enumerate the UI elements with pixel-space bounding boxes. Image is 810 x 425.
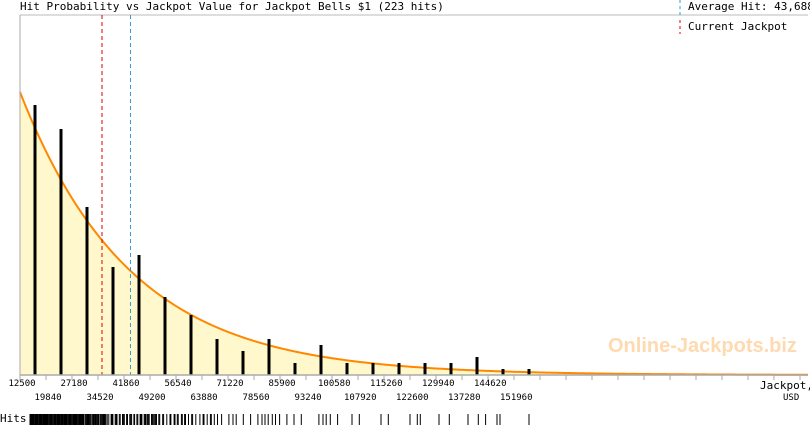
x-axis-label-2: USD <box>783 393 800 403</box>
x-axis-label-1: Jackpot, <box>760 379 810 392</box>
chart-title: Hit Probability vs Jackpot Value for Jac… <box>20 0 444 13</box>
x-tick-label: 34520 <box>86 393 114 403</box>
x-tick-label: 151960 <box>500 393 533 403</box>
x-tick-label: 19840 <box>34 393 62 403</box>
hit-bar <box>397 363 401 375</box>
x-tick-label: 56540 <box>164 379 192 389</box>
watermark: Online-Jackpots.biz <box>608 335 797 357</box>
hit-bar <box>345 363 349 375</box>
x-tick-label: 115260 <box>370 379 403 389</box>
x-tick-label: 12500 <box>8 379 36 389</box>
legend-average: Average Hit: 43,688 <box>688 0 810 13</box>
x-tick-label: 129940 <box>422 379 455 389</box>
hit-bar <box>241 351 245 375</box>
hit-bar <box>319 345 323 375</box>
hit-bar <box>527 369 531 375</box>
hit-bar <box>449 363 453 375</box>
x-tick-label: 27180 <box>60 379 88 389</box>
hit-bar <box>85 207 89 375</box>
hit-bar <box>293 363 297 375</box>
x-tick-label: 107920 <box>344 393 377 403</box>
x-tick-label: 63880 <box>190 393 218 403</box>
x-tick-label: 144620 <box>474 379 507 389</box>
x-tick-label: 41860 <box>112 379 140 389</box>
x-tick-label: 85900 <box>268 379 296 389</box>
hit-bar <box>189 315 193 375</box>
hit-bar <box>111 267 115 375</box>
x-tick-label: 78560 <box>242 393 270 403</box>
hit-bar <box>267 339 271 375</box>
x-tick-label: 137280 <box>448 393 481 403</box>
hit-bar <box>501 369 505 375</box>
x-tick-label: 49200 <box>138 393 166 403</box>
hit-bar <box>475 357 479 375</box>
hit-bar <box>59 129 63 375</box>
legend-current: Current Jackpot <box>688 20 788 33</box>
hit-bar <box>137 255 141 375</box>
curve-fill <box>20 92 808 375</box>
hit-bar <box>215 339 219 375</box>
x-tick-label: 71220 <box>216 379 244 389</box>
hit-bar <box>33 105 37 375</box>
rug-label: Hits <box>0 412 27 425</box>
hit-bar <box>423 363 427 375</box>
hit-bar <box>163 297 167 375</box>
hit-bar <box>371 363 375 375</box>
x-tick-label: 122600 <box>396 393 429 403</box>
x-tick-label: 100580 <box>318 379 351 389</box>
x-tick-label: 93240 <box>294 393 322 403</box>
